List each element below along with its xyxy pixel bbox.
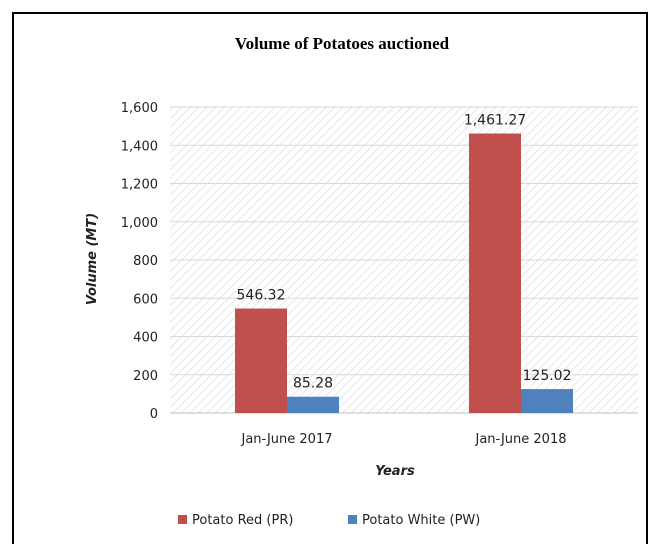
gridlines	[170, 106, 638, 414]
data-label: 85.28	[293, 376, 333, 392]
bar	[469, 133, 521, 414]
x-axis-title: Years	[375, 464, 415, 479]
y-axis-ticks: 0 200 400 600 800 1,000 1,200 1,400 1,600	[121, 101, 158, 422]
legend-label: Potato White (PW)	[362, 513, 480, 528]
y-tick-label: 0	[150, 407, 158, 422]
legend: Potato Red (PR) Potato White (PW)	[178, 513, 480, 528]
bar	[235, 308, 287, 413]
y-tick-label: 1,600	[121, 101, 158, 116]
y-tick-label: 800	[133, 254, 158, 269]
y-tick-label: 200	[133, 369, 158, 384]
y-axis-title: Volume (MT)	[85, 213, 100, 305]
bar	[287, 396, 339, 413]
data-label: 1,461.27	[464, 113, 526, 129]
legend-label: Potato Red (PR)	[192, 513, 293, 528]
data-label: 125.02	[523, 368, 572, 384]
x-tick-label: Jan-June 2018	[475, 432, 567, 447]
legend-swatch	[348, 515, 357, 524]
y-tick-label: 1,200	[121, 178, 158, 193]
x-axis-ticks: Jan-June 2017 Jan-June 2018	[241, 432, 567, 447]
y-tick-label: 1,400	[121, 139, 158, 154]
bars	[235, 133, 573, 414]
y-tick-label: 400	[133, 331, 158, 346]
chart-title: Volume of Potatoes auctioned	[235, 34, 450, 53]
data-labels: 546.32 85.28 1,461.27 125.02	[237, 113, 572, 392]
y-tick-label: 1,000	[121, 216, 158, 231]
legend-swatch	[178, 515, 187, 524]
data-label: 546.32	[237, 288, 286, 304]
y-tick-label: 600	[133, 292, 158, 307]
x-tick-label: Jan-June 2017	[241, 432, 333, 447]
bar	[521, 389, 573, 413]
